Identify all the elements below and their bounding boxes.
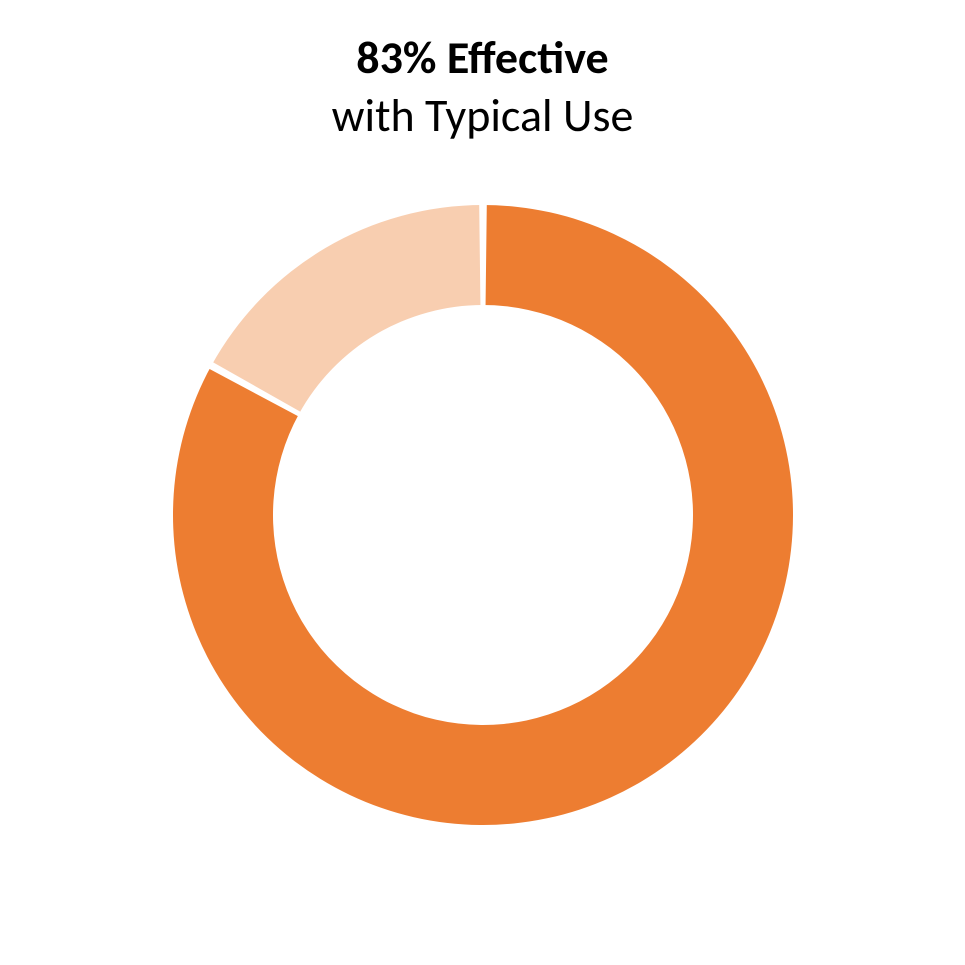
- chart-title-line2: with Typical Use: [332, 88, 634, 146]
- donut-gap: [479, 205, 487, 306]
- chart-title-block: 83% Effective with Typical Use: [332, 30, 634, 145]
- donut-slice: [211, 205, 483, 414]
- donut-chart: [173, 205, 793, 825]
- donut-chart-svg: [173, 205, 793, 825]
- chart-title-line1: 83% Effective: [332, 30, 634, 88]
